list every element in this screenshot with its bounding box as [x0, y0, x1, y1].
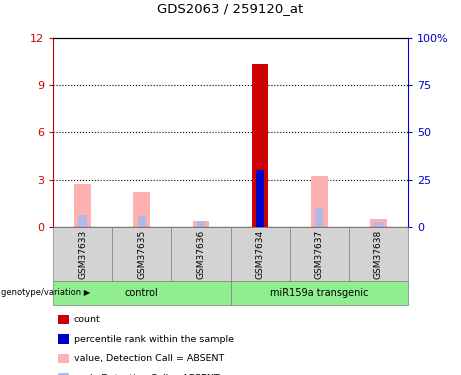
Text: GSM37636: GSM37636 [196, 230, 206, 279]
Bar [138, 216, 146, 227]
Bar [193, 221, 209, 227]
Text: count: count [74, 315, 100, 324]
Text: GDS2063 / 259120_at: GDS2063 / 259120_at [157, 2, 304, 15]
Text: GSM37633: GSM37633 [78, 230, 87, 279]
Bar [78, 214, 87, 227]
Text: GSM37634: GSM37634 [255, 230, 265, 279]
Bar [252, 64, 268, 227]
Text: GSM37637: GSM37637 [315, 230, 324, 279]
Text: value, Detection Call = ABSENT: value, Detection Call = ABSENT [74, 354, 224, 363]
Text: genotype/variation ▶: genotype/variation ▶ [1, 288, 90, 297]
Bar [197, 221, 205, 227]
Text: percentile rank within the sample: percentile rank within the sample [74, 334, 234, 344]
Text: control: control [125, 288, 159, 298]
Bar [311, 176, 327, 227]
Text: miR159a transgenic: miR159a transgenic [270, 288, 368, 298]
Text: GSM37638: GSM37638 [374, 230, 383, 279]
Bar [256, 170, 264, 227]
Bar [370, 219, 387, 227]
Text: rank, Detection Call = ABSENT: rank, Detection Call = ABSENT [74, 374, 219, 375]
Bar [374, 222, 383, 227]
Bar [74, 184, 91, 227]
Text: GSM37635: GSM37635 [137, 230, 146, 279]
Bar [315, 208, 323, 227]
Bar [134, 192, 150, 227]
